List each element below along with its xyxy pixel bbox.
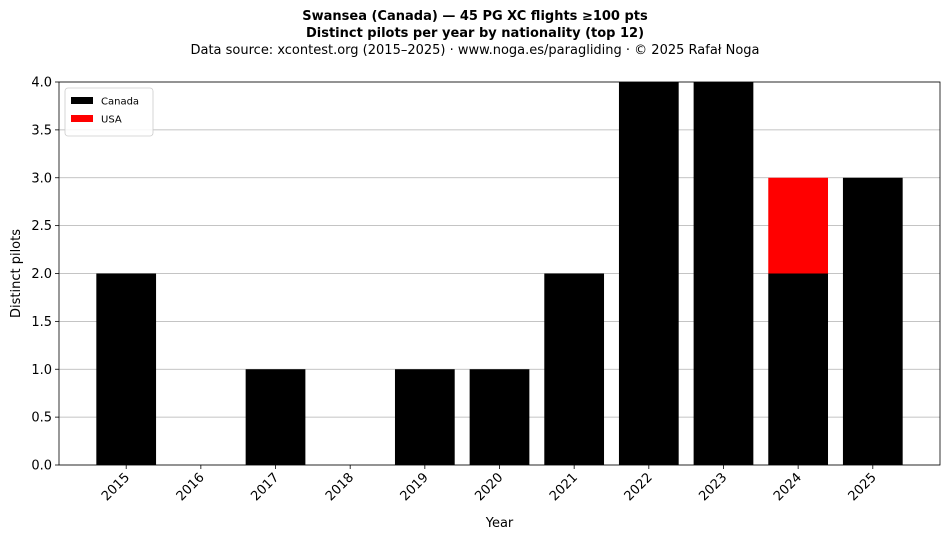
x-tick-label: 2016 [174,470,208,504]
chart-title: Swansea (Canada) — 45 PG XC flights ≥100… [302,9,648,24]
x-tick-label: 2020 [472,470,506,504]
y-tick-label: 3.0 [31,171,52,186]
x-tick-label: 2024 [771,470,805,504]
bar-canada-2023 [693,82,754,465]
y-tick-label: 0.5 [31,411,52,426]
legend-box [64,87,154,137]
bar-canada-2024 [768,273,829,465]
x-tick-label: 2019 [398,470,432,504]
legend: Canada USA [64,87,154,137]
data-source-note: Data source: xcontest.org (2015–2025) · … [190,43,760,58]
bars [96,82,903,465]
bar-canada-2019 [394,369,455,465]
bar-canada-2015 [96,273,157,465]
legend-label-canada: Canada [101,97,139,108]
x-tick-label: 2017 [248,470,282,504]
x-tick-label: 2025 [846,470,880,504]
y-tick-label: 0.0 [31,459,52,474]
y-tick-label: 1.5 [31,315,52,330]
legend-label-usa: USA [101,115,122,126]
y-axis-label: Distinct pilots [9,229,24,318]
bar-canada-2017 [245,369,306,465]
bar-usa-2024 [768,177,829,274]
bar-canada-2025 [842,177,903,465]
x-tick-label: 2021 [547,470,581,504]
bar-canada-2020 [469,369,530,465]
chart-titles: Swansea (Canada) — 45 PG XC flights ≥100… [0,8,950,59]
y-tick-label: 2.5 [31,219,52,234]
x-tick-label: 2018 [323,470,357,504]
y-tick-label: 4.0 [31,76,52,91]
y-tick-label: 1.0 [31,363,52,378]
y-tick-label: 2.0 [31,267,52,282]
legend-swatch-usa [71,115,93,122]
bar-canada-2021 [544,273,605,465]
x-axis-label: Year [485,516,514,531]
legend-swatch-canada [71,97,93,104]
x-tick-label: 2022 [622,470,656,504]
y-tick-label: 3.5 [31,123,52,138]
bar-canada-2022 [618,82,679,465]
x-tick-label: 2023 [696,470,730,504]
chart-subtitle: Distinct pilots per year by nationality … [305,26,645,41]
x-tick-label: 2015 [99,470,133,504]
